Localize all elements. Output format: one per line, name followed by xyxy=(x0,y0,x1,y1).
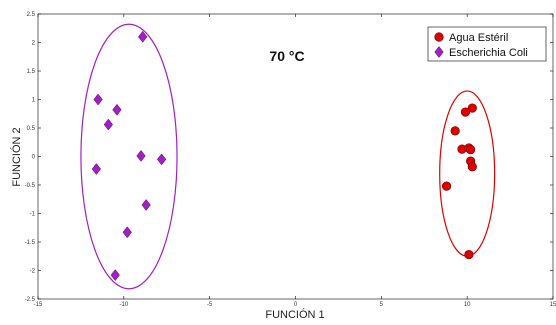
x-tick-label: -10 xyxy=(119,302,128,308)
x-tick-label: 0 xyxy=(294,302,298,308)
y-tick-label: -2 xyxy=(30,269,36,275)
point-escherichia-coli xyxy=(110,269,120,281)
y-tick-label: 2.5 xyxy=(27,12,36,18)
legend: Agua Estéril Escherichia Coli xyxy=(427,26,547,62)
x-tick-label: 10 xyxy=(464,302,471,308)
y-tick-label: -2.5 xyxy=(25,297,36,303)
x-tick-label: 15 xyxy=(550,302,556,308)
point-escherichia-coli xyxy=(138,30,148,43)
cluster-ellipse-1 xyxy=(80,23,178,290)
point-escherichia-coli xyxy=(91,163,101,175)
y-tick-label: -1 xyxy=(30,212,36,218)
y-tick-label: 2 xyxy=(32,41,36,47)
point-escherichia-coli xyxy=(112,103,122,116)
legend-marker-ecoli xyxy=(434,46,444,58)
y-axis-label: FUNCIÓN 2 xyxy=(10,127,23,186)
y-tick-label: -1.5 xyxy=(25,240,36,246)
point-escherichia-coli xyxy=(103,118,114,131)
axis-ticks: -15 -10 -5 0 5 10 15 -2.5 -2 -1.5 -1 -0.5 0 0.5 1 1.5 2 2… xyxy=(25,12,556,308)
x-axis-label: FUNCIÓN 1 xyxy=(265,308,324,321)
x-tick-label: 5 xyxy=(380,302,384,308)
legend-label-agua: Agua Estéril xyxy=(449,32,508,44)
y-tick-label: 1.5 xyxy=(27,69,36,75)
point-agua-esteril xyxy=(467,162,477,172)
point-escherichia-coli xyxy=(93,93,103,106)
point-escherichia-coli xyxy=(141,199,151,211)
point-agua-esteril xyxy=(460,107,471,117)
chart-annotation: 70 °C xyxy=(269,48,304,64)
point-agua-esteril xyxy=(464,249,474,260)
y-tick-label: -0.5 xyxy=(25,183,36,189)
point-escherichia-coli xyxy=(136,150,146,162)
point-agua-esteril xyxy=(450,126,460,136)
x-tick-label: -5 xyxy=(207,302,213,308)
x-tick-label: -15 xyxy=(34,302,43,308)
point-agua-esteril xyxy=(441,181,452,191)
point-agua-esteril xyxy=(466,145,476,155)
legend-label-ecoli: Escherichia Coli xyxy=(449,47,528,59)
legend-marker-agua xyxy=(434,32,444,42)
point-escherichia-coli xyxy=(122,226,132,239)
data-points xyxy=(91,30,477,281)
y-tick-label: 0.5 xyxy=(27,126,36,132)
y-tick-label: 0 xyxy=(32,155,36,161)
legend-box xyxy=(427,26,547,62)
point-agua-esteril xyxy=(467,103,477,113)
point-escherichia-coli xyxy=(156,153,167,166)
y-tick-label: 1 xyxy=(32,98,36,104)
